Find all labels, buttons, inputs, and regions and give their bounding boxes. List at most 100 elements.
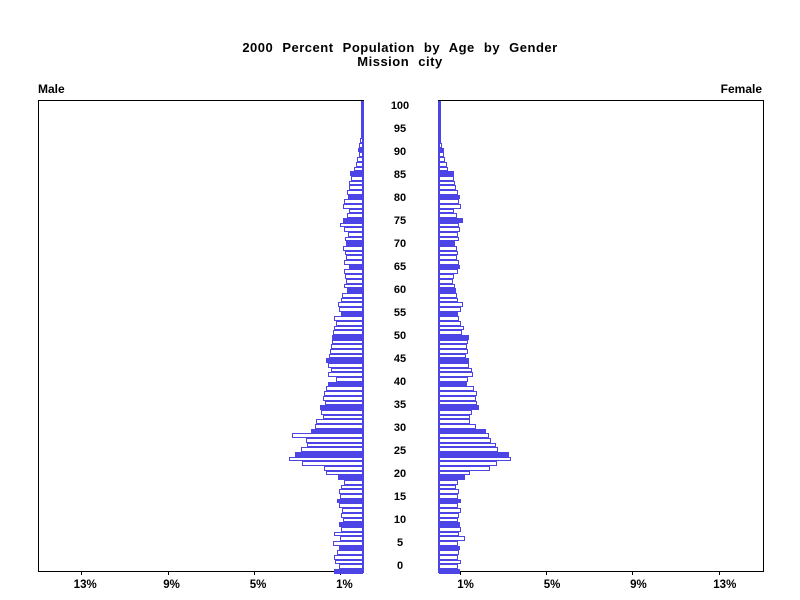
bar-female-age-70 xyxy=(439,241,455,247)
age-tick-label-60: 60 xyxy=(393,284,407,296)
bar-female-age-69 xyxy=(439,246,457,251)
bar-male-age-60 xyxy=(347,288,363,293)
bar-female-age-32 xyxy=(439,419,470,424)
bar-male-age-10 xyxy=(339,522,363,527)
bar-male-age-33 xyxy=(322,414,363,420)
bar-female-age-23 xyxy=(439,461,498,467)
bar-female-age-68 xyxy=(439,250,459,256)
bar-male-age-11 xyxy=(343,517,363,523)
bar-female-age-21 xyxy=(439,470,471,476)
bar-female-age-84 xyxy=(439,175,454,181)
age-tick-label-100: 100 xyxy=(390,100,410,112)
bar-male-age-40 xyxy=(328,381,363,387)
pct-tick-right-9 xyxy=(632,571,634,575)
pct-tick-label-right-5: 5% xyxy=(543,579,561,591)
bar-female-age-28 xyxy=(439,437,492,443)
bar-female-age-33 xyxy=(439,414,471,420)
bar-female-age-57 xyxy=(439,302,464,307)
bar-female-age-76 xyxy=(439,213,457,218)
bar-female-age-78 xyxy=(439,203,462,209)
bar-male-age-18 xyxy=(340,484,363,490)
bar-male-age-38 xyxy=(324,391,363,396)
male-plot-area xyxy=(38,100,364,574)
bar-male-age-76 xyxy=(347,213,363,218)
bar-female-age-60 xyxy=(439,288,457,293)
bar-female-age-3 xyxy=(439,554,459,560)
bar-female-age-12 xyxy=(439,512,460,518)
bar-female-age-19 xyxy=(439,480,459,485)
bar-male-age-81 xyxy=(347,189,363,195)
bar-male-age-52 xyxy=(333,325,363,331)
bar-male-age-20 xyxy=(337,475,363,481)
bar-female-age-51 xyxy=(439,330,462,335)
bar-male-age-41 xyxy=(336,377,363,382)
bar-male-age-72 xyxy=(347,232,363,237)
bar-male-age-80 xyxy=(347,194,363,200)
bar-female-age-44 xyxy=(439,363,470,368)
bar-female-age-22 xyxy=(439,466,491,471)
bar-male-age-79 xyxy=(344,199,363,204)
age-tick-label-95: 95 xyxy=(393,123,407,135)
bar-female-age-79 xyxy=(439,199,460,204)
bar-male-age-70 xyxy=(346,241,363,247)
bar-female-age-35 xyxy=(439,405,479,410)
bar-male-age-39 xyxy=(326,386,363,392)
bar-female-age-39 xyxy=(439,386,474,392)
bar-male-age-25 xyxy=(294,452,363,457)
bar-male-age-47 xyxy=(330,349,363,354)
bar-female-age-58 xyxy=(439,297,458,303)
bar-female-age-29 xyxy=(439,433,490,438)
bar-female-age-67 xyxy=(439,255,457,261)
pct-tick-left-5 xyxy=(254,571,255,575)
bar-female-age-38 xyxy=(439,391,477,396)
bar-female-age-83 xyxy=(439,180,455,186)
bar-male-age-75 xyxy=(342,218,363,223)
bar-male-age-62 xyxy=(345,278,363,284)
bar-female-age-71 xyxy=(439,236,460,242)
bar-female-age-48 xyxy=(439,344,468,350)
bar-male-age-16 xyxy=(340,494,363,499)
bar-male-age-78 xyxy=(342,203,363,209)
bar-female-age-66 xyxy=(439,260,460,265)
bar-female-age-10 xyxy=(439,522,461,527)
age-tick-label-40: 40 xyxy=(393,376,407,388)
bar-female-age-43 xyxy=(439,367,473,373)
bar-male-age-4 xyxy=(336,550,363,555)
bar-male-age-66 xyxy=(343,260,363,265)
age-tick-label-15: 15 xyxy=(393,491,407,503)
bar-male-age-51 xyxy=(332,330,363,335)
bar-female-age-42 xyxy=(439,372,474,378)
bar-female-age-52 xyxy=(439,325,465,331)
bar-female-age-49 xyxy=(439,339,469,345)
age-tick-label-30: 30 xyxy=(393,422,407,434)
bar-male-age-55 xyxy=(340,311,363,317)
bar-female-age-36 xyxy=(439,400,478,406)
bar-male-age-54 xyxy=(334,316,363,321)
bar-male-age-43 xyxy=(331,367,363,373)
bar-male-age-12 xyxy=(340,512,363,518)
female-series-label: Female xyxy=(720,82,762,96)
female-plot-area xyxy=(438,100,764,574)
age-tick-label-90: 90 xyxy=(393,146,407,158)
bar-male-age-32 xyxy=(315,419,363,424)
bar-female-age-0 xyxy=(439,569,460,574)
bar-female-age-8 xyxy=(439,531,460,537)
pct-tick-right-1 xyxy=(459,571,461,575)
bar-female-age-85 xyxy=(439,171,455,176)
bar-male-age-17 xyxy=(338,489,363,495)
pct-tick-label-right-1: 1% xyxy=(457,579,474,591)
age-tick-label-20: 20 xyxy=(393,468,407,480)
pct-tick-label-right-9: 9% xyxy=(630,579,647,591)
age-tick-label-65: 65 xyxy=(393,261,407,273)
bar-male-age-36 xyxy=(324,400,363,406)
bar-female-age-4 xyxy=(439,550,460,555)
bar-female-age-65 xyxy=(439,264,461,270)
age-tick-label-80: 80 xyxy=(393,192,407,204)
bar-male-age-8 xyxy=(333,531,363,537)
age-tick-label-0: 0 xyxy=(396,560,404,572)
bar-female-age-74 xyxy=(439,222,460,228)
bar-female-age-41 xyxy=(439,377,469,382)
age-tick-label-10: 10 xyxy=(393,514,407,526)
bar-male-age-1 xyxy=(338,564,363,569)
bar-male-age-23 xyxy=(302,461,363,467)
